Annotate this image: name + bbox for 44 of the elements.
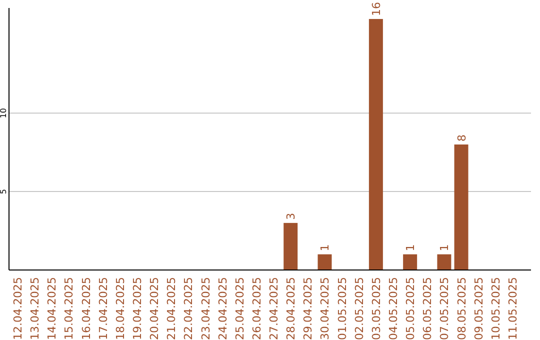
- x-tick-label: 12.04.2025: [12, 277, 25, 340]
- x-tick-label: 27.04.2025: [268, 277, 281, 340]
- bar: [437, 254, 452, 270]
- data-label: 1: [404, 244, 418, 252]
- data-label: 1: [438, 244, 452, 252]
- x-tick-label: 16.04.2025: [80, 277, 93, 340]
- x-tick-label: 04.05.2025: [387, 277, 400, 340]
- x-tick-label: 09.05.2025: [472, 277, 486, 340]
- x-tick-label: 11.05.2025: [506, 277, 520, 340]
- x-tick-label: 03.05.2025: [370, 277, 383, 340]
- x-tick-label: 23.04.2025: [199, 277, 212, 340]
- data-label: 1: [318, 244, 332, 252]
- y-tick-label: 10: [0, 108, 8, 118]
- x-tick-label: 25.04.2025: [233, 277, 246, 340]
- x-tick-label: 06.05.2025: [421, 277, 434, 340]
- data-label: 3: [284, 212, 298, 220]
- x-tick-label: 29.04.2025: [302, 277, 315, 340]
- data-label: 8: [455, 134, 468, 142]
- x-tick-label: 15.04.2025: [62, 277, 76, 340]
- x-tick-label: 07.05.2025: [438, 277, 452, 340]
- data-label: 16: [370, 2, 383, 16]
- x-tick-label: 18.04.2025: [114, 277, 127, 340]
- x-tick-label: 08.05.2025: [455, 277, 468, 340]
- x-tick-label: 19.04.2025: [131, 277, 144, 340]
- x-tick-label: 02.05.2025: [352, 277, 366, 340]
- bar: [454, 144, 468, 270]
- bar: [318, 254, 332, 270]
- bar: [284, 222, 298, 270]
- x-tick-label: 10.05.2025: [489, 277, 502, 340]
- x-tick-label: 13.04.2025: [28, 277, 42, 340]
- x-tick-label: 05.05.2025: [404, 277, 418, 340]
- bar: [403, 254, 418, 270]
- x-tick-label: 01.05.2025: [336, 277, 349, 340]
- x-tick-label: 24.04.2025: [216, 277, 230, 340]
- x-tick-label: 14.04.2025: [46, 277, 59, 340]
- x-tick-label: 20.04.2025: [148, 277, 162, 340]
- y-tick-label: 5: [0, 189, 8, 194]
- bar: [368, 18, 383, 270]
- x-tick-label: 22.04.2025: [182, 277, 196, 340]
- x-tick-label: 21.04.2025: [165, 277, 178, 340]
- x-tick-label: 30.04.2025: [318, 277, 332, 340]
- x-tick-label: 28.04.2025: [284, 277, 298, 340]
- x-tick-label: 26.04.2025: [250, 277, 264, 340]
- x-tick-label: 17.04.2025: [96, 277, 110, 340]
